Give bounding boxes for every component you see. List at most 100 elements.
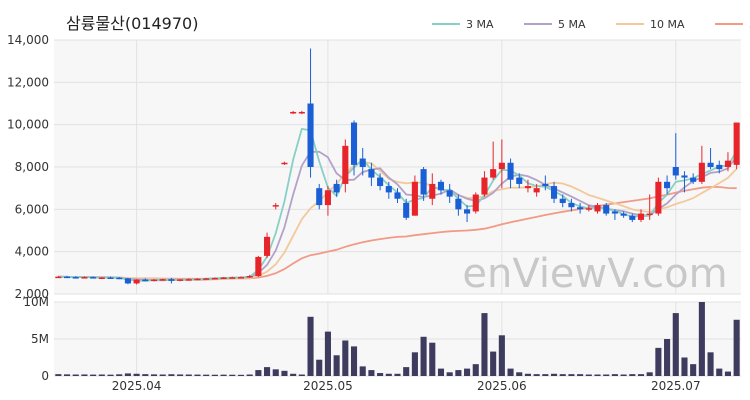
volume-bar xyxy=(672,313,679,376)
price-tick-label: 6,000 xyxy=(15,202,49,216)
candle-body xyxy=(107,277,114,279)
volume-bar xyxy=(690,364,697,376)
candle-body xyxy=(464,209,471,214)
volume-bar xyxy=(377,373,384,376)
candle-body xyxy=(698,162,705,182)
candle-body xyxy=(203,278,210,280)
watermark: enViewV.com xyxy=(462,251,727,297)
volume-bar xyxy=(655,347,662,376)
price-tick-label: 2,000 xyxy=(15,287,49,301)
x-tick-label: 2025.05 xyxy=(303,379,353,393)
volume-bar xyxy=(507,368,514,376)
candle-body xyxy=(342,145,349,184)
volume-bar xyxy=(550,373,558,376)
candle-body xyxy=(281,162,288,165)
candle-body xyxy=(194,278,201,281)
candle-body xyxy=(655,181,662,214)
volume-bar xyxy=(246,374,253,376)
volume-bar xyxy=(681,357,688,376)
candle-body xyxy=(594,205,601,212)
volume-bar xyxy=(455,370,462,376)
candle-body xyxy=(672,167,679,176)
volume-bar xyxy=(307,316,314,376)
volume-bar xyxy=(542,374,549,376)
candle-body xyxy=(142,279,149,282)
legend-label: 5 MA xyxy=(558,18,586,31)
candle-body xyxy=(133,279,140,284)
volume-bar xyxy=(124,373,131,376)
volume-bar xyxy=(64,374,71,376)
volume-bar xyxy=(272,369,279,376)
candle-body xyxy=(664,181,671,189)
candle-body xyxy=(220,277,227,279)
volume-bar xyxy=(568,374,575,376)
volume-bar xyxy=(446,372,453,376)
volume-bar xyxy=(437,368,445,376)
volume-bar xyxy=(133,373,140,376)
candle-body xyxy=(298,111,305,114)
candle-body xyxy=(550,186,558,199)
volume-bar xyxy=(620,374,627,376)
price-tick-label: 12,000 xyxy=(7,75,49,89)
candle-body xyxy=(446,190,453,197)
volume-bar xyxy=(716,368,723,376)
volume-bar xyxy=(237,374,245,376)
candle-body xyxy=(185,279,192,281)
candle-body xyxy=(681,175,688,178)
candle-body xyxy=(585,208,592,210)
candle-body xyxy=(568,202,575,208)
volume-tick-label: 5M xyxy=(31,332,49,346)
candle-body xyxy=(490,169,497,178)
volume-bar xyxy=(168,374,175,376)
volume-bar xyxy=(594,374,601,376)
legend-label: 10 MA xyxy=(650,18,685,31)
candle-body xyxy=(411,181,418,216)
candle-body xyxy=(385,186,392,193)
volume-bar xyxy=(194,374,201,376)
volume-bar xyxy=(411,352,418,376)
x-tick-label: 2025.04 xyxy=(112,379,162,393)
candle-body xyxy=(498,162,505,170)
volume-bar xyxy=(55,374,62,376)
candle-body xyxy=(177,279,184,281)
candle-body xyxy=(350,122,358,165)
candle-body xyxy=(507,162,514,180)
candle-body xyxy=(629,215,636,220)
volume-bar xyxy=(116,374,123,376)
volume-bar xyxy=(342,340,349,376)
candle-body xyxy=(307,103,314,167)
volume-bar xyxy=(185,374,192,376)
candle-body xyxy=(437,181,445,191)
volume-bar xyxy=(350,346,358,376)
candle-body xyxy=(577,207,584,210)
volume-bar xyxy=(107,374,114,376)
volume-bar xyxy=(359,366,366,376)
candle-body xyxy=(55,276,62,279)
candle-body xyxy=(316,188,323,206)
candle-body xyxy=(516,177,523,184)
candle-body xyxy=(229,277,236,279)
x-tick-label: 2025.07 xyxy=(651,379,701,393)
candle-body xyxy=(333,183,340,193)
price-tick-label: 14,000 xyxy=(7,33,49,47)
candle-body xyxy=(559,198,566,203)
candle-body xyxy=(533,188,540,193)
volume-bar xyxy=(211,374,218,376)
candle-body xyxy=(420,169,427,195)
candle-body xyxy=(603,205,610,214)
volume-bar xyxy=(81,374,88,376)
candle-body xyxy=(255,256,262,277)
candle-body xyxy=(159,279,166,281)
volume-bar xyxy=(420,336,427,376)
volume-bar xyxy=(698,302,705,376)
volume-bar xyxy=(385,373,392,376)
volume-bar xyxy=(203,374,210,376)
candle-body xyxy=(716,164,723,170)
candle-body xyxy=(237,277,245,279)
volume-bar xyxy=(524,373,531,376)
volume-bar xyxy=(664,339,671,376)
legend-label: 3 MA xyxy=(466,18,494,31)
candle-body xyxy=(542,183,549,187)
candle-body xyxy=(707,162,714,167)
